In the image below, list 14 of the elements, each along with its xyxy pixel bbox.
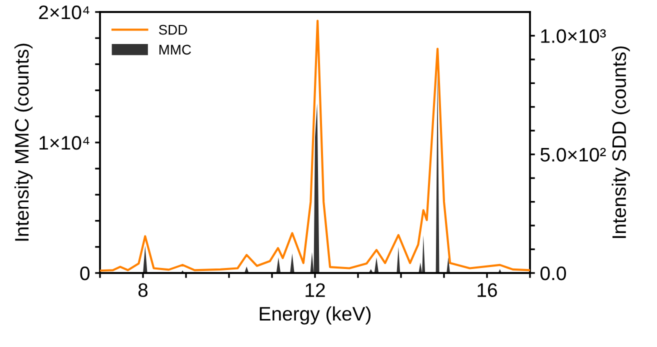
y-tick-label: 0 — [80, 266, 90, 280]
y2-tick-label: 0.0 — [540, 266, 566, 280]
x-tick-label: 16 — [478, 283, 497, 298]
y2-axis-title: Intensity SDD (counts) — [612, 46, 630, 238]
y-tick-label: 1×10⁴ — [40, 136, 90, 150]
x-tick-label: 12 — [306, 283, 325, 297]
y2-tick-label: 1.0×10³ — [541, 29, 606, 43]
y2-tick-label: 5.0×10² — [540, 148, 606, 162]
x-axis-title: Energy (keV) — [260, 306, 371, 325]
legend-label: SDD — [158, 24, 187, 35]
x-tick-label: 8 — [138, 283, 148, 298]
y-tick-label: 2×10⁴ — [39, 5, 90, 20]
legend-label: MMC — [159, 44, 191, 55]
y-axis-title: Intensity MMC (counts) — [14, 44, 33, 241]
